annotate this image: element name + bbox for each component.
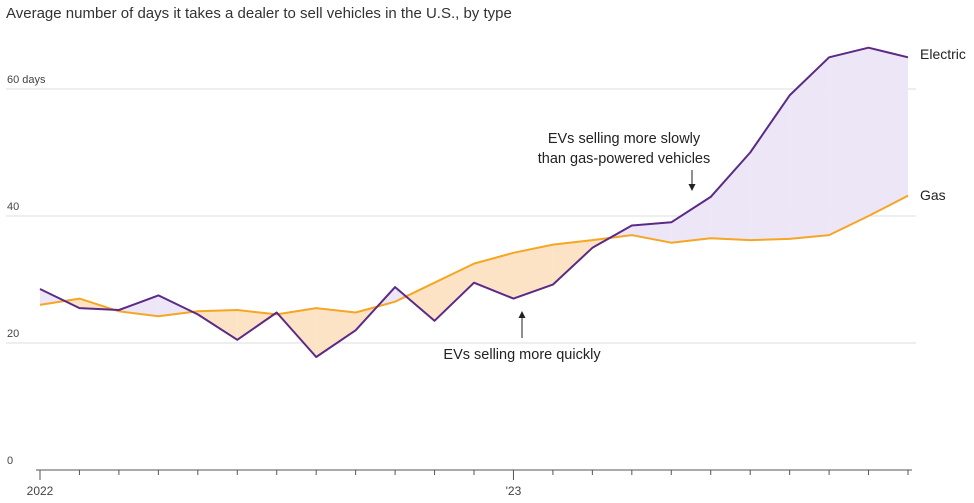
annotation-slow: EVs selling more slowly than gas-powered… [538, 131, 711, 191]
series-label-electric: Electric [920, 46, 966, 62]
annotation-slow-line1: EVs selling more slowly [548, 131, 701, 147]
series-label-gas: Gas [920, 187, 946, 203]
fill-segment-9-1 [406, 282, 435, 321]
x-tick-label-0: 2022 [27, 484, 54, 498]
annotation-quick-arrowhead [518, 311, 526, 318]
series-line-gas [39, 194, 909, 318]
chart-title: Average number of days it takes a dealer… [6, 5, 512, 22]
fill-segment-2-0 [118, 295, 159, 317]
x-axis: 2022 '23 [27, 469, 912, 498]
fill-segment-6-1 [278, 308, 317, 357]
series-line-electric [39, 46, 909, 358]
fill-segment-21-0 [868, 47, 908, 217]
fill-segment-18-0 [750, 95, 790, 241]
fill-segment-20-0 [829, 47, 869, 236]
fill-segment-9-0 [395, 287, 406, 302]
x-tick-label-12: '23 [506, 484, 522, 498]
fill-segment-11-0 [474, 252, 514, 299]
annotation-quick: EVs selling more quickly [443, 311, 601, 363]
y-tick-label-0: 0 [7, 455, 13, 467]
fill-segment-13-0 [552, 240, 593, 285]
fill-segment-16-0 [671, 196, 711, 243]
annotation-slow-arrowhead [688, 184, 696, 191]
difference-fill [40, 47, 908, 357]
fill-segment-7-0 [316, 308, 356, 357]
series-lines [39, 46, 909, 358]
fill-segment-12-0 [513, 244, 553, 299]
y-tick-label-40: 40 [7, 201, 19, 213]
fill-segment-17-0 [710, 152, 751, 241]
annotation-quick-text: EVs selling more quickly [443, 347, 601, 363]
annotation-slow-line2: than gas-powered vehicles [538, 151, 711, 167]
fill-segment-15-0 [631, 222, 672, 243]
fill-segment-19-0 [789, 57, 830, 239]
y-tick-label-20: 20 [7, 328, 19, 340]
y-tick-label-60: 60 days [7, 74, 46, 86]
fill-segment-10-0 [434, 263, 474, 321]
